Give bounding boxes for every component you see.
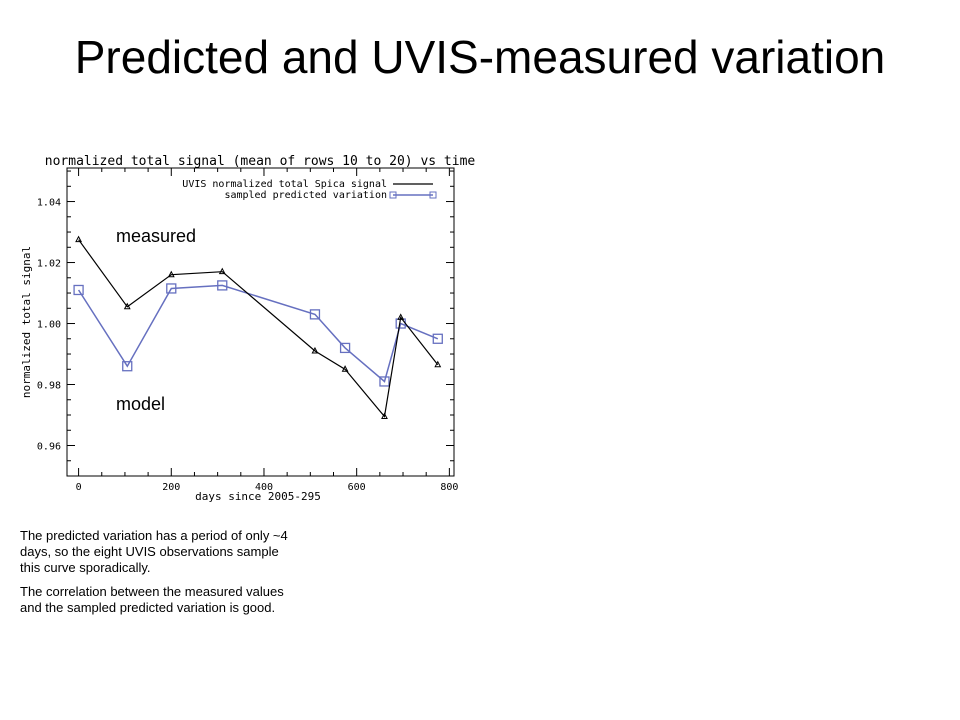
note-paragraph-1: The predicted variation has a period of … bbox=[20, 528, 288, 575]
x-tick-label: 800 bbox=[440, 482, 458, 493]
chart-title: normalized total signal (mean of rows 10… bbox=[45, 154, 476, 169]
data-point-predicted bbox=[379, 376, 390, 387]
axis-ticks: 0 200 400 600 800 0.96 0.98 1.00 1.02 1.04 bbox=[37, 168, 458, 493]
legend-label-predicted: sampled predicted variation bbox=[224, 190, 387, 201]
data-point-measured bbox=[75, 235, 83, 243]
legend-marker-predicted bbox=[429, 191, 437, 199]
x-tick-label: 600 bbox=[348, 482, 366, 493]
x-axis-label: days since 2005-295 bbox=[195, 490, 321, 503]
legend: UVIS normalized total Spica signalsample… bbox=[182, 179, 437, 201]
plot-frame bbox=[66, 167, 455, 477]
y-tick-label: 0.96 bbox=[37, 442, 61, 453]
data-point-measured bbox=[341, 365, 349, 372]
y-axis-label: normalized total signal bbox=[20, 246, 33, 398]
data-point-measured bbox=[434, 360, 442, 368]
data-point-measured bbox=[381, 412, 388, 420]
series-layer bbox=[73, 235, 443, 420]
series-line-measured bbox=[78, 239, 439, 418]
notes: The predicted variation has a period of … bbox=[20, 528, 288, 624]
data-point-measured bbox=[397, 313, 405, 320]
data-point-predicted bbox=[432, 333, 443, 344]
data-point-measured bbox=[311, 346, 319, 354]
data-point-predicted bbox=[73, 284, 84, 296]
data-point-measured bbox=[218, 267, 226, 275]
data-point-predicted bbox=[122, 361, 133, 372]
slide-title: Predicted and UVIS-measured variation bbox=[74, 31, 886, 83]
data-point-predicted bbox=[309, 309, 321, 320]
y-tick-label: 1.02 bbox=[37, 259, 61, 270]
y-tick-label: 1.04 bbox=[37, 198, 61, 209]
data-point-measured bbox=[167, 270, 175, 278]
x-tick-label: 400 bbox=[255, 482, 273, 493]
data-point-predicted bbox=[217, 280, 228, 291]
data-point-measured bbox=[123, 302, 131, 310]
legend-marker-predicted bbox=[389, 191, 397, 199]
note-paragraph-2: The correlation between the measured val… bbox=[20, 584, 284, 615]
data-point-predicted bbox=[166, 283, 177, 294]
x-tick-label: 0 bbox=[76, 482, 82, 493]
measured-annotation: measured bbox=[116, 226, 197, 246]
legend-label-measured: UVIS normalized total Spica signal bbox=[182, 179, 387, 190]
data-point-predicted bbox=[339, 342, 351, 354]
series-line-predicted bbox=[77, 284, 439, 383]
y-tick-label: 0.98 bbox=[37, 381, 61, 392]
x-tick-label: 200 bbox=[162, 482, 180, 493]
model-annotation: model bbox=[116, 394, 166, 414]
y-tick-label: 1.00 bbox=[37, 320, 61, 331]
